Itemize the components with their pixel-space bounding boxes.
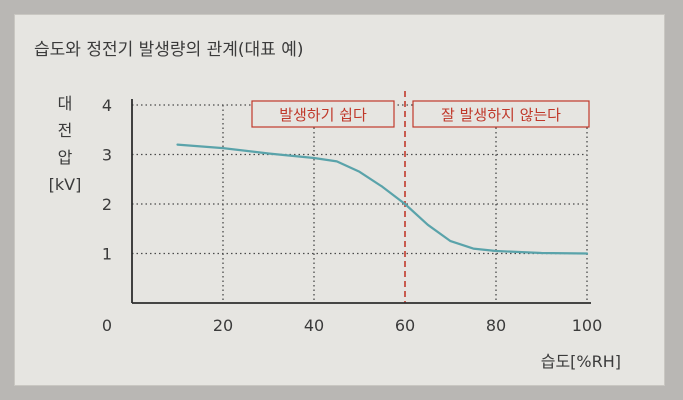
- y-tick-label: 3: [102, 146, 112, 165]
- grid: [132, 104, 588, 303]
- chart-title: 습도와 정전기 발생량의 관계(대표 예): [34, 40, 303, 60]
- x-tick-label: 100: [572, 316, 603, 335]
- x-tick-label: 0: [102, 316, 112, 335]
- y-label-line: 전: [58, 121, 73, 140]
- axes: [131, 99, 591, 304]
- y-tick-label: 4: [102, 96, 112, 115]
- x-tick-label: 80: [486, 316, 506, 335]
- series-line: [176, 143, 589, 255]
- y-label-line: [kV]: [49, 175, 82, 194]
- x-tick-label: 20: [213, 316, 233, 335]
- x-axis-label: 습도[%RH]: [541, 352, 621, 371]
- region-label-box: [412, 100, 590, 128]
- x-tick-label: 60: [395, 316, 415, 335]
- region-labels: 발생하기 쉽다 잘 발생하지 않는다: [251, 100, 590, 128]
- region-label-text: 잘 발생하지 않는다: [441, 106, 561, 124]
- chart-panel: 습도와 정전기 발생량의 관계(대표 예) 대 전 압 [kV] 1 2 3 4 0 20…: [14, 14, 665, 386]
- y-tick-label: 1: [102, 245, 112, 264]
- region-label: 발생하기 쉽다: [251, 100, 395, 128]
- y-axis-label: 대 전 압 [kV]: [49, 94, 82, 194]
- x-tick-label: 40: [304, 316, 324, 335]
- y-label-line: 대: [58, 94, 73, 113]
- region-label-text: 발생하기 쉽다: [279, 106, 367, 124]
- y-tick-label: 2: [102, 195, 112, 214]
- y-label-line: 압: [58, 148, 73, 167]
- series-layer: [176, 143, 589, 255]
- region-label: 잘 발생하지 않는다: [412, 100, 590, 128]
- region-label-box: [251, 100, 395, 128]
